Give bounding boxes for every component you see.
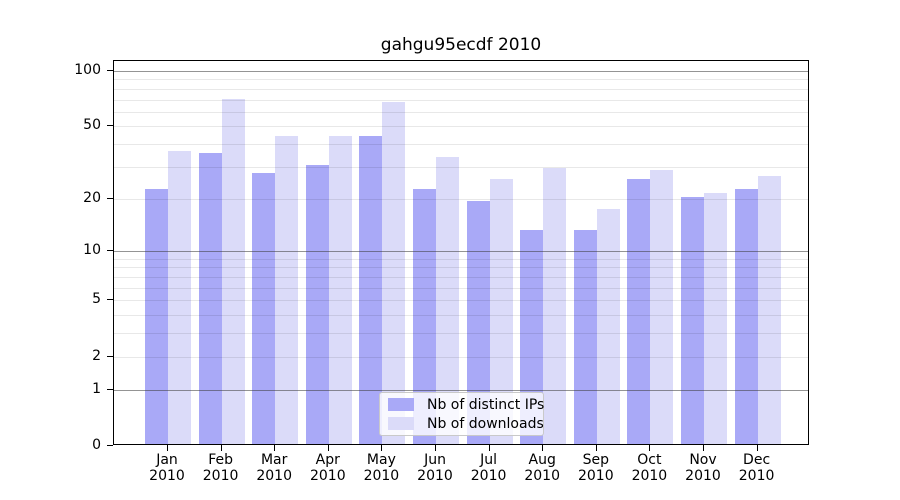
y-tick-label: 10 (83, 242, 101, 259)
bar-downloads-feb (221, 98, 245, 444)
x-tick-label: Jul 2010 (470, 452, 507, 484)
bar-distinct-ips-jul (466, 200, 490, 444)
bar-downloads-dec (757, 176, 781, 444)
bar-downloads-aug (543, 167, 567, 444)
gridline-minor (114, 300, 808, 302)
bar-downloads-sep (596, 209, 620, 444)
y-tick-mark (107, 250, 113, 252)
bar-distinct-ips-mar (252, 173, 276, 444)
x-tick-mark (595, 445, 597, 451)
x-tick-mark (649, 445, 651, 451)
bar-distinct-ips-apr (305, 164, 329, 444)
y-tick-mark (107, 197, 113, 199)
x-tick-mark (167, 445, 168, 451)
gridline-minor (114, 111, 808, 113)
gridline-minor (114, 88, 808, 90)
y-tick-mark (107, 355, 113, 357)
x-tick-label: Nov 2010 (685, 452, 721, 484)
bar-downloads-may (382, 102, 406, 444)
y-tick-mark (107, 445, 113, 446)
y-tick-label: 5 (92, 291, 101, 308)
x-tick-label: Dec 2010 (738, 452, 775, 484)
legend-item-distinct-ips: Nb of distinct IPs (388, 397, 544, 413)
bar-distinct-ips-jan (145, 189, 168, 444)
x-tick-label: Jun 2010 (417, 452, 453, 484)
bar-distinct-ips-sep (573, 229, 597, 444)
gridline-minor (114, 315, 808, 317)
gridline-minor (114, 356, 808, 358)
bar-distinct-ips-feb (198, 152, 222, 444)
y-tick-mark (107, 299, 113, 301)
plot-area (113, 60, 809, 445)
x-tick-label: Oct 2010 (631, 452, 668, 484)
chart-title: gahgu95ecdf 2010 (380, 35, 542, 55)
legend-label-distinct-ips: Nb of distinct IPs (427, 396, 545, 413)
bar-distinct-ips-nov (681, 196, 704, 444)
gridline-minor (114, 79, 808, 81)
legend-swatch-distinct-ips (388, 398, 414, 411)
x-tick-label: Aug 2010 (524, 452, 560, 484)
gridline-minor (114, 333, 808, 335)
bar-distinct-ips-dec (734, 189, 758, 444)
gridline-minor (114, 198, 808, 200)
x-tick-label: Mar 2010 (256, 452, 292, 484)
gridline-major (114, 70, 808, 72)
gridline-minor (114, 277, 808, 278)
bar-downloads-nov (704, 192, 727, 444)
x-tick-label: Feb 2010 (202, 452, 239, 484)
x-tick-label: Sep 2010 (577, 452, 614, 484)
x-tick-mark (220, 445, 222, 451)
gridline-minor (114, 287, 808, 289)
legend: Nb of distinct IPs Nb of downloads (379, 392, 544, 436)
bar-downloads-apr (328, 136, 352, 444)
y-tick-mark (107, 125, 113, 127)
y-tick-label: 50 (83, 117, 101, 134)
gridline-minor (114, 144, 808, 146)
legend-item-downloads: Nb of downloads (388, 416, 544, 432)
x-tick-mark (435, 445, 436, 451)
bar-downloads-mar (275, 136, 299, 444)
x-tick-mark (381, 445, 383, 451)
gridline-major (114, 251, 808, 253)
bar-distinct-ips-oct (627, 179, 651, 444)
bar-distinct-ips-jun (413, 189, 436, 444)
x-tick-label: Apr 2010 (309, 452, 346, 484)
x-tick-mark (327, 445, 329, 451)
legend-label-downloads: Nb of downloads (427, 415, 544, 432)
bar-distinct-ips-may (359, 136, 383, 444)
gridline-minor (114, 258, 808, 260)
y-tick-label: 100 (74, 61, 101, 78)
bar-downloads-jul (489, 179, 513, 444)
x-tick-mark (756, 445, 758, 451)
gridline-major (114, 389, 808, 391)
gridline-minor (114, 267, 808, 269)
x-tick-mark (274, 445, 276, 451)
bar-downloads-jan (168, 150, 191, 444)
x-tick-mark (542, 445, 544, 451)
y-tick-mark (107, 388, 113, 390)
gridline-minor (114, 99, 808, 101)
bar-downloads-oct (650, 170, 674, 444)
x-tick-mark (488, 445, 490, 451)
y-tick-label: 20 (83, 189, 101, 206)
x-tick-label: Jan 2010 (149, 452, 185, 484)
y-tick-mark (107, 69, 113, 71)
x-tick-mark (703, 445, 704, 451)
x-tick-label: May 2010 (363, 452, 400, 484)
legend-swatch-downloads (388, 417, 414, 430)
gridline-minor (114, 166, 808, 168)
y-tick-label: 2 (92, 347, 101, 364)
y-tick-label: 0 (92, 437, 101, 453)
bar-downloads-jun (436, 157, 459, 444)
gridline-minor (114, 126, 808, 128)
y-tick-label: 1 (92, 380, 101, 397)
